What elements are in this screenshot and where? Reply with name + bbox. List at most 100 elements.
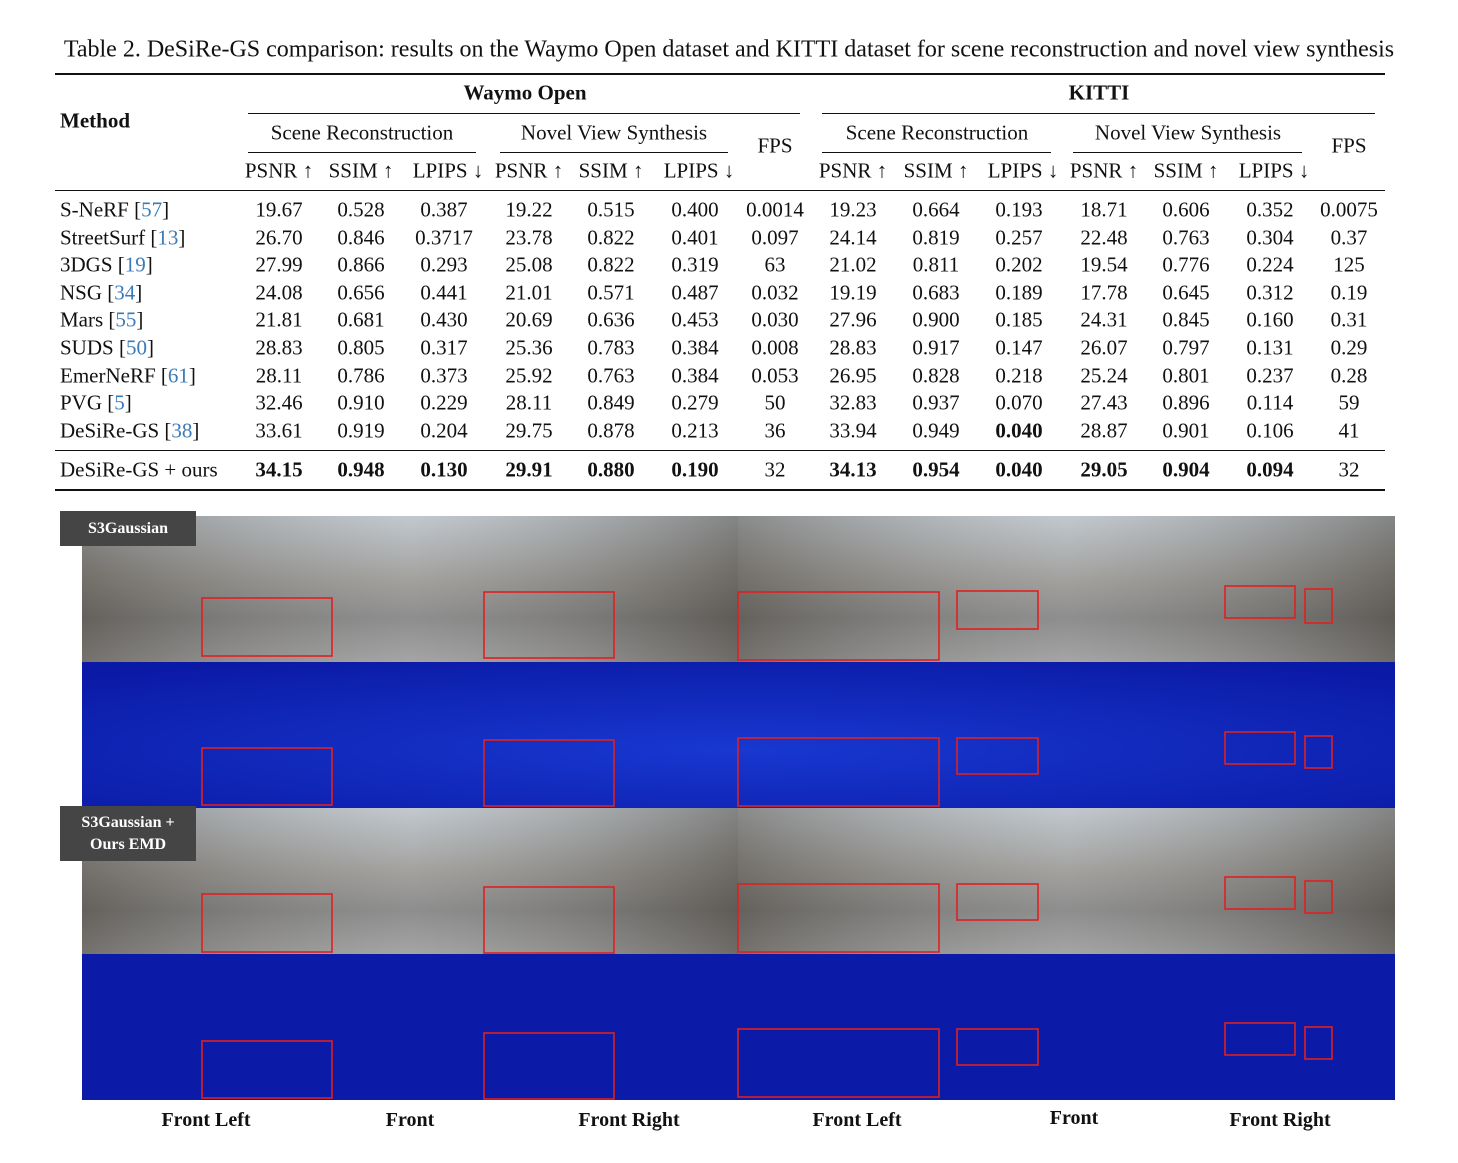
table-rule [55,450,1385,451]
table-cell: 0.430 [420,307,468,332]
table-cell: 0.29 [1330,335,1368,360]
table-cell: 0.453 [671,307,719,332]
table-cell: 0.384 [671,335,719,360]
table-cell: 33.61 [255,418,303,443]
table-cell: 0.387 [420,197,468,222]
table-cell: 0.032 [751,280,799,305]
metric-header: PSNR ↑ [818,158,888,183]
table-cell: 0.683 [912,280,960,305]
table-cell: 29.05 [1080,457,1128,482]
highlight-box [483,1032,615,1100]
table-cell: 24.08 [255,280,303,305]
table-cell: 0.040 [995,457,1043,482]
column-label: Front [385,1109,435,1131]
table-cell: 28.83 [829,335,877,360]
table-cell: 0.19 [1330,280,1368,305]
metric-header: PSNR ↑ [494,158,564,183]
highlight-box [956,737,1039,775]
metric-header: LPIPS ↓ [412,158,484,183]
table-cell: 0.763 [587,363,635,388]
metric-header: LPIPS ↓ [1238,158,1310,183]
highlight-box [1224,585,1296,619]
table-cell: 50 [764,390,786,415]
table-cell: 21.02 [829,252,877,277]
table-cell: 29.75 [505,418,553,443]
table-cell: 0.185 [995,307,1043,332]
metric-header: LPIPS ↓ [987,158,1059,183]
group-header: Waymo Open [463,80,587,105]
table-cell: 0.401 [671,225,719,250]
table-cell: 0.797 [1162,335,1210,360]
table-cell: 24.14 [829,225,877,250]
table-cell: 28.11 [255,363,303,388]
table-cell: 0.900 [912,307,960,332]
table-caption: Table 2. DeSiRe-GS comparison: results o… [63,36,1395,63]
table-cell: 0.776 [1162,252,1210,277]
table-cell: 0.193 [995,197,1043,222]
table-cell: 25.08 [505,252,553,277]
table-cell: 0.070 [995,390,1043,415]
table-cell: 0.763 [1162,225,1210,250]
table-cell: 27.99 [255,252,303,277]
method-name: PVG [5] [60,390,132,415]
table-cell: 28.83 [255,335,303,360]
table-rule [500,152,728,153]
table-cell: 0.202 [995,252,1043,277]
table-cell: 19.54 [1080,252,1128,277]
highlight-box [1304,1026,1333,1060]
method-name: DeSiRe-GS + ours [60,457,218,482]
table-cell: 28.87 [1080,418,1128,443]
table-cell: 18.71 [1080,197,1128,222]
table-cell: 0.131 [1246,335,1294,360]
highlight-box [201,597,333,657]
highlight-box [1304,735,1333,769]
table-cell: 21.01 [505,280,553,305]
table-cell: 0.317 [420,335,468,360]
table-cell: 0.801 [1162,363,1210,388]
table-cell: 125 [1333,252,1365,277]
highlight-box [737,1028,940,1098]
table-cell: 0.257 [995,225,1043,250]
subgroup-header: Novel View Synthesis [520,120,708,145]
table-cell: 0.190 [671,457,719,482]
table-cell: 22.48 [1080,225,1128,250]
column-label: Front Left [161,1109,251,1131]
table-cell: 0.0075 [1320,197,1378,222]
table-cell: 0.846 [337,225,385,250]
highlight-box [956,590,1039,630]
table-cell: 0.040 [995,418,1043,443]
table-cell: 19.23 [829,197,877,222]
table-cell: 0.656 [337,280,385,305]
table-cell: 0.910 [337,390,385,415]
table-cell: 0.130 [420,457,468,482]
table-cell: 0.37 [1330,225,1368,250]
table-cell: 17.78 [1080,280,1128,305]
table-cell: 63 [764,252,786,277]
table-cell: 32.83 [829,390,877,415]
metric-header: SSIM ↑ [328,158,394,183]
table-cell: 0.866 [337,252,385,277]
table-cell: 0.304 [1246,225,1294,250]
row-label: S3Gaussian + Ours EMD [60,806,196,861]
table-cell: 0.114 [1246,390,1294,415]
table-cell: 19.67 [255,197,303,222]
subgroup-header: Scene Reconstruction [845,120,1029,145]
table-cell: 0.229 [420,390,468,415]
table-cell: 0.919 [337,418,385,443]
table-cell: 26.70 [255,225,303,250]
highlight-box [201,747,333,806]
table-cell: 19.22 [505,197,553,222]
highlight-box [737,737,940,807]
table-cell: 0.849 [587,390,635,415]
table-cell: 0.786 [337,363,385,388]
method-name: 3DGS [19] [60,252,153,277]
method-name: SUDS [50] [60,335,154,360]
table-cell: 25.24 [1080,363,1128,388]
table-cell: 25.92 [505,363,553,388]
highlight-box [1304,880,1333,914]
table-cell: 34.13 [829,457,877,482]
table-rule [55,489,1385,491]
table-rule [248,113,800,114]
table-cell: 0.937 [912,390,960,415]
